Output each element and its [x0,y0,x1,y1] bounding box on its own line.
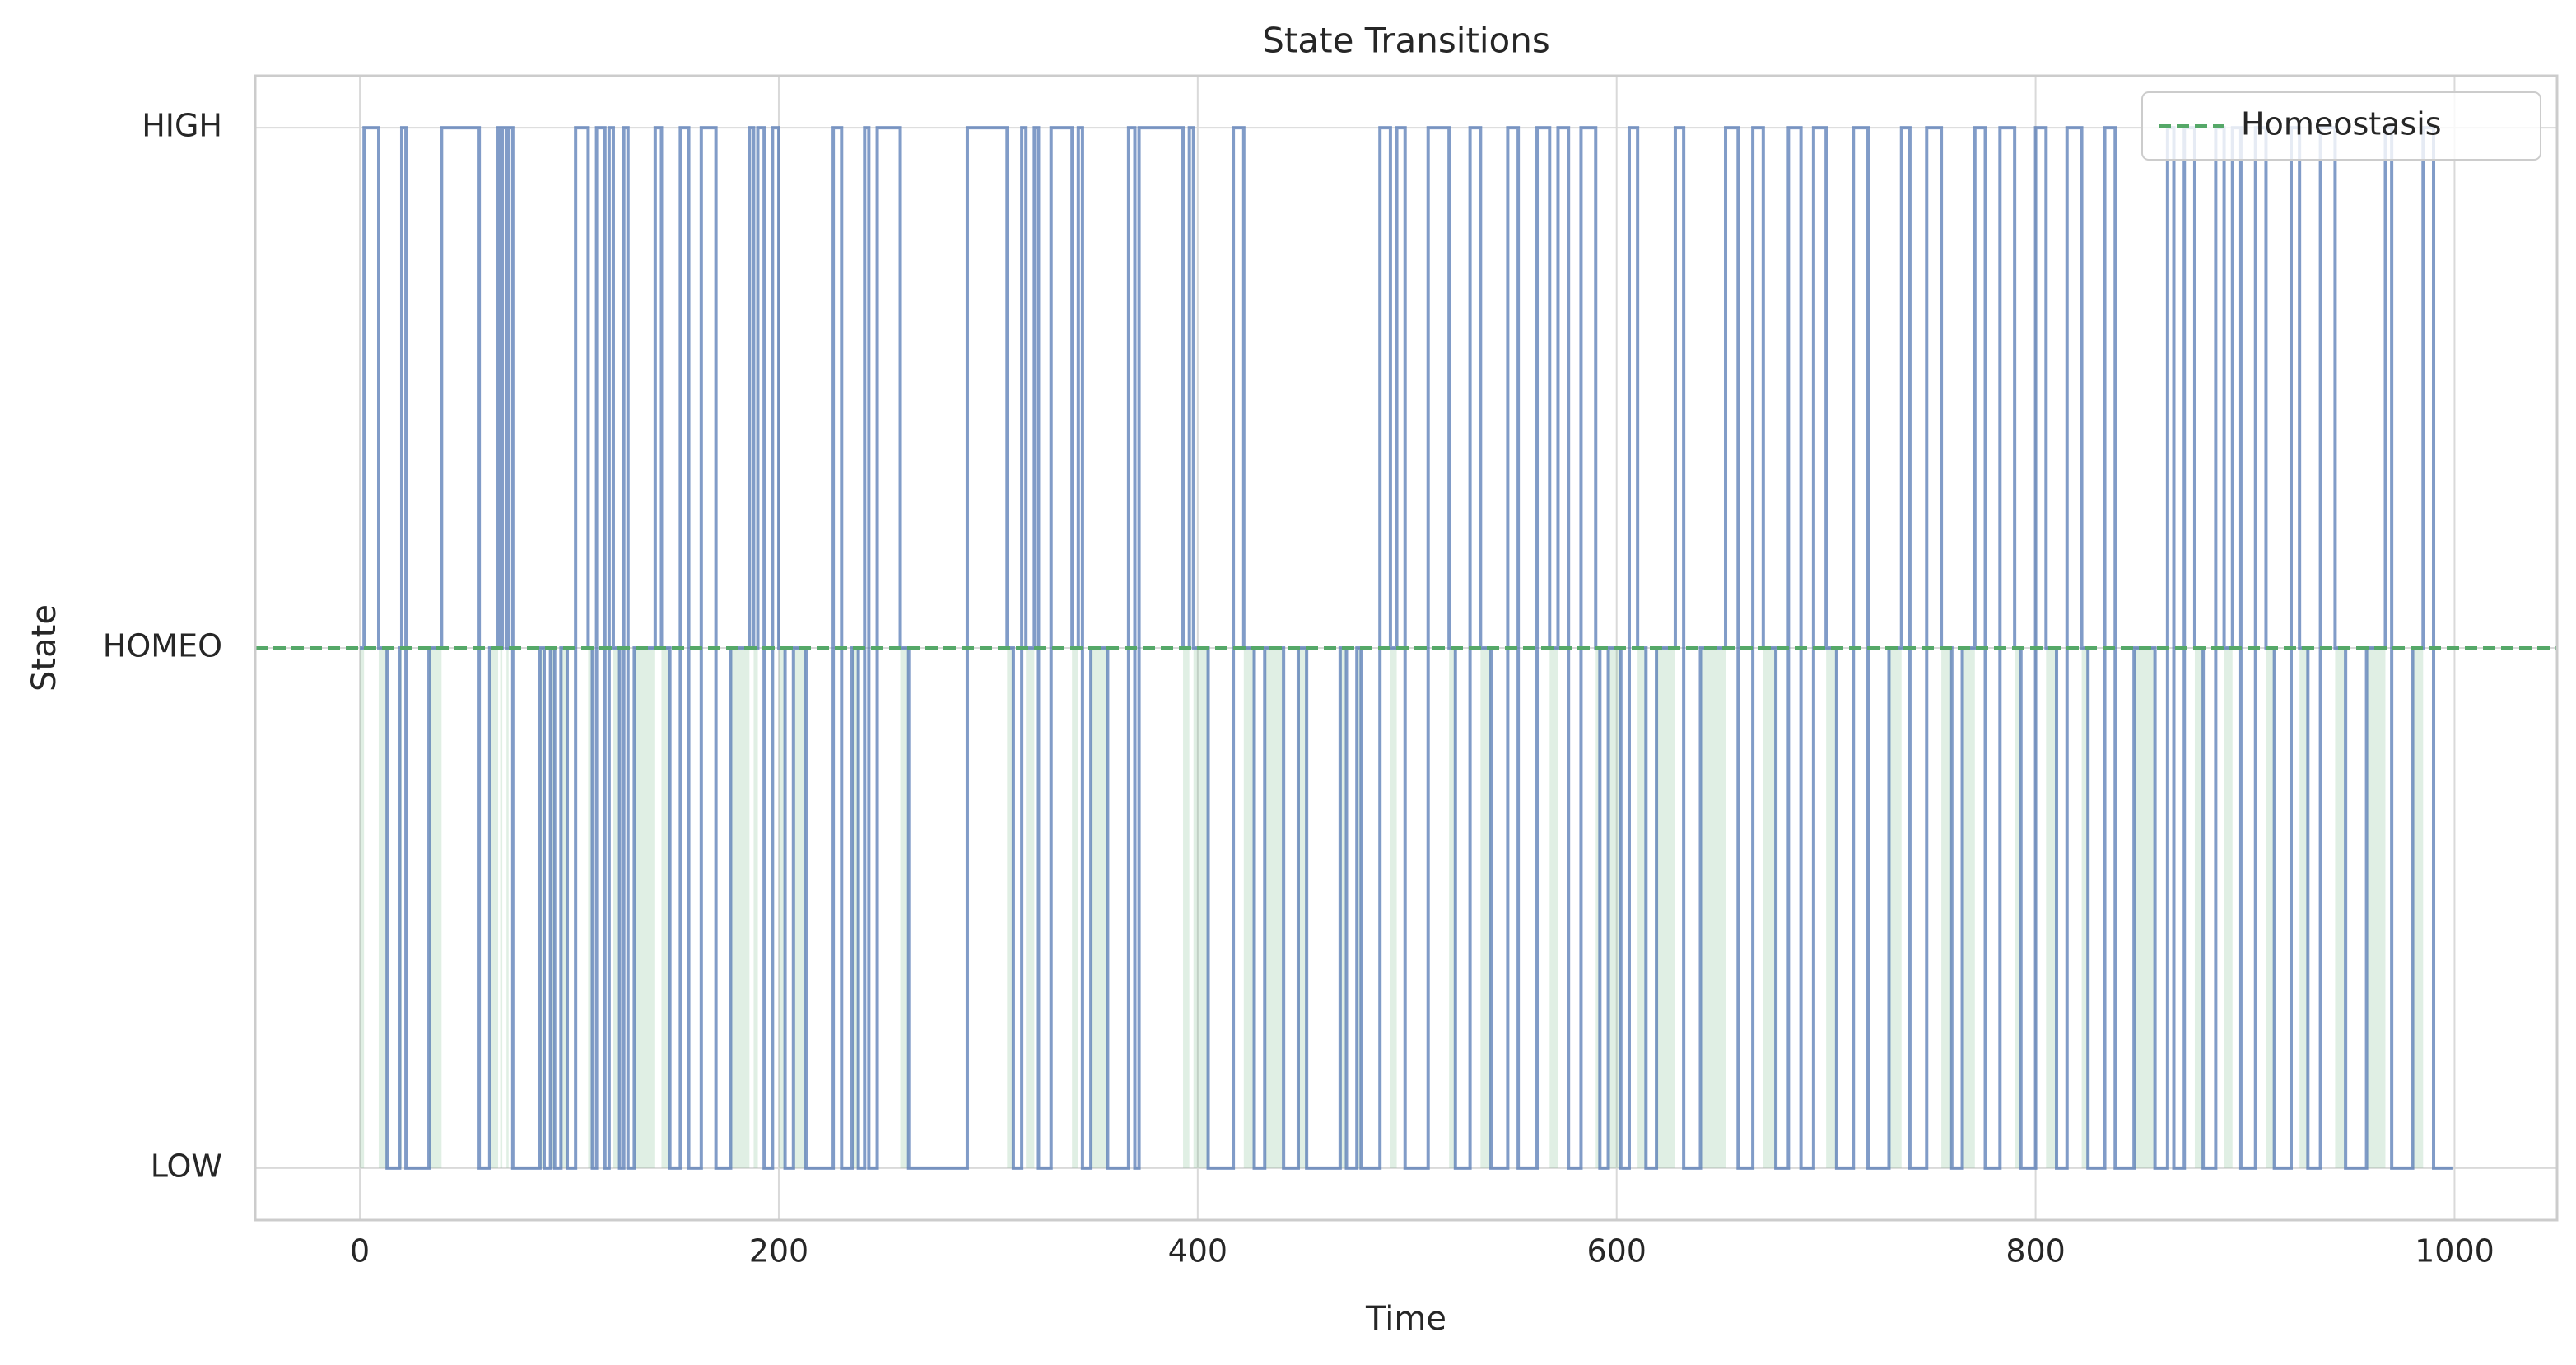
homeo-fill [2046,648,2057,1168]
x-tick-label: 0 [350,1233,370,1269]
homeo-fill [778,648,785,1168]
y-tick-label: HOMEO [103,628,222,664]
homeo-fill [500,648,503,1168]
homeo-fill [1549,648,1558,1168]
homeo-fill [1700,648,1726,1168]
homeo-fill [1962,648,1975,1168]
homeo-fill [852,648,859,1168]
plot-frame [254,74,2559,1222]
homeo-fill [1449,648,1456,1168]
homeo-fill [900,648,909,1168]
homeo-fill [1193,648,1209,1168]
homeo-fill [1608,648,1621,1168]
homeo-fill [1072,648,1078,1168]
homeo-fill [2134,648,2155,1168]
x-tick-label: 600 [1586,1233,1647,1269]
homeo-fill [2224,648,2233,1168]
homeo-fill [2081,648,2089,1168]
homeo-fill [793,648,807,1168]
homeo-fill [613,648,620,1168]
homeo-fill [1637,648,1647,1168]
x-axis-label: Time [1365,1300,1446,1338]
chart-title: State Transitions [1262,21,1550,61]
homeo-fill [429,648,442,1168]
homeo-fill [1656,648,1675,1168]
homeo-fill [1243,648,1255,1168]
homeo-fill [2266,648,2275,1168]
homeo-fill [1091,648,1108,1168]
homeo-fill [1826,648,1837,1168]
homeo-fill [360,648,365,1168]
homeo-fill [1595,648,1600,1168]
homeo-fill [489,648,499,1168]
homeo-fill [1265,648,1284,1168]
homeo-fill [1480,648,1492,1168]
x-tick-label: 400 [1168,1233,1228,1269]
homeo-fill [550,648,555,1168]
homeo-fill [1339,648,1347,1168]
y-tick-label: LOW [151,1148,222,1184]
homeo-fill [506,648,509,1168]
homeo-fill [588,648,593,1168]
homeo-fill [1357,648,1362,1168]
homeo-fill [561,648,567,1168]
homeo-fill [1390,648,1397,1168]
homeo-fill [2412,648,2424,1168]
homeo-fill [753,648,758,1168]
homeo-fill [2194,648,2204,1168]
homeo-fill [2015,648,2021,1168]
homeo-fill [1941,648,1952,1168]
x-tick-label: 800 [2005,1233,2066,1269]
homeo-fill [661,648,670,1168]
legend-label: Homeostasis [2241,106,2442,142]
y-tick-label: HIGH [142,108,222,144]
legend: Homeostasis [2141,91,2541,161]
homeo-fill [539,648,544,1168]
homeo-fill [1007,648,1013,1168]
homeo-fill [1297,648,1307,1168]
homeo-fill [1889,648,1902,1168]
homeo-fill [2366,648,2386,1168]
homeo-fill [2335,648,2346,1168]
homeo-fill [378,648,388,1168]
homeo-fill [634,648,655,1168]
homeo-fill [1183,648,1190,1168]
x-tick-label: 200 [749,1233,809,1269]
homeo-fill [730,648,750,1168]
homeo-fill [1763,648,1777,1168]
homeo-fill [2299,648,2308,1168]
x-tick-label: 1000 [2415,1233,2494,1269]
legend-box [2141,91,2541,161]
y-axis-label: State [26,604,63,692]
homeo-fill [1026,648,1035,1168]
